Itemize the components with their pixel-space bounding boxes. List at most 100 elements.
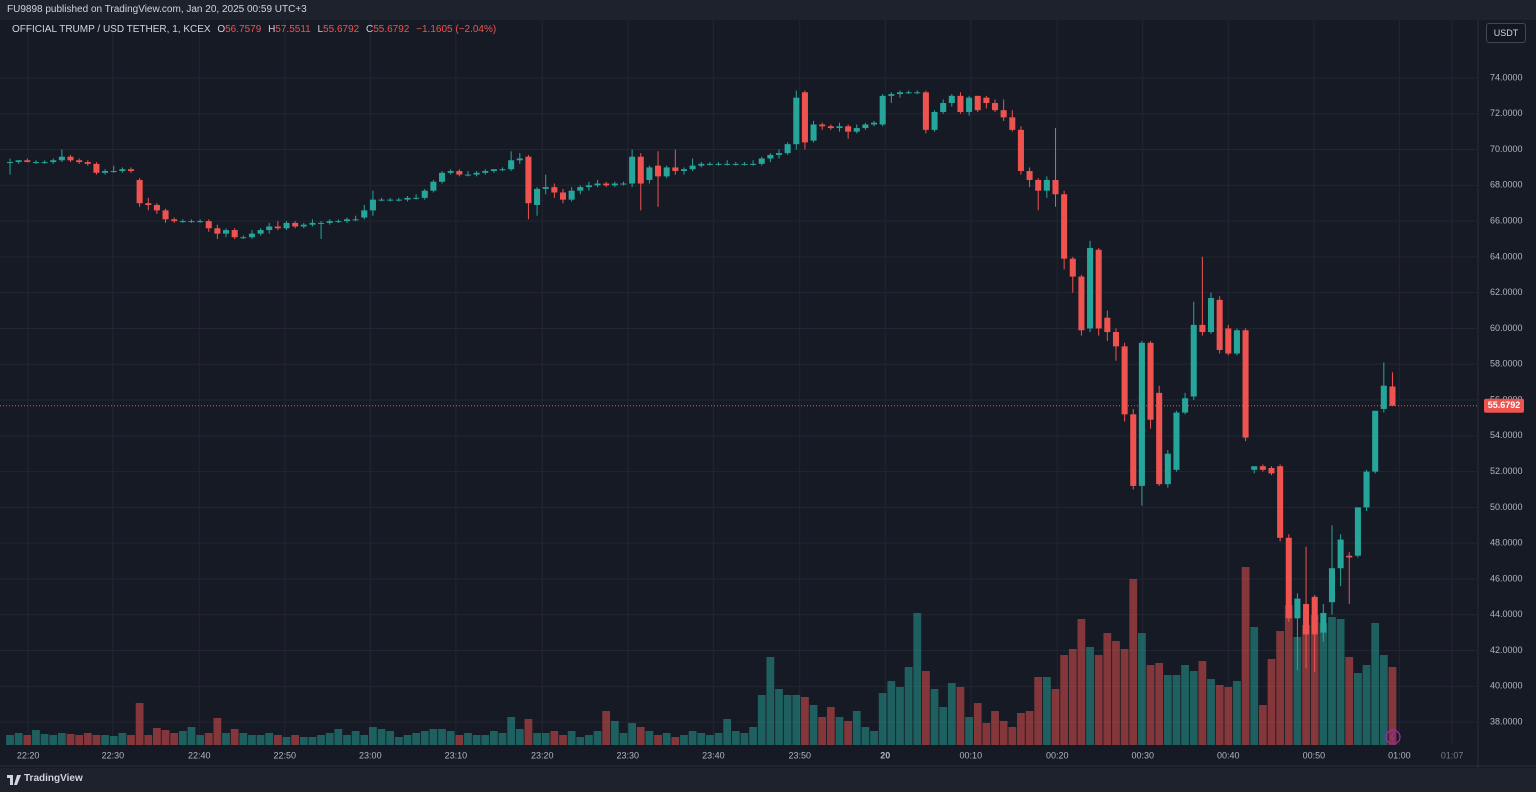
low-value: 55.6792: [323, 24, 360, 35]
candle-body: [223, 230, 230, 234]
replay-icon-bolt: [1390, 731, 1395, 743]
volume-bar: [118, 733, 127, 745]
volume-bar: [1094, 655, 1103, 745]
volume-bar: [904, 667, 913, 745]
candle-body: [1043, 179, 1050, 191]
candle-body: [58, 156, 65, 161]
volume-bar: [161, 730, 170, 745]
x-tick-label: 23:50: [788, 750, 811, 760]
volume-bar: [1008, 727, 1017, 745]
volume-bar: [662, 733, 671, 745]
volume-bar: [628, 723, 637, 745]
volume-bar: [75, 735, 84, 745]
candle-body: [1354, 507, 1361, 556]
volume-bar: [1120, 649, 1129, 745]
currency-button[interactable]: USDT: [1486, 23, 1526, 43]
candle-body: [197, 221, 204, 223]
candle-body: [1069, 258, 1076, 277]
volume-bar: [896, 687, 904, 745]
volume-bar: [325, 733, 334, 745]
candle-body: [879, 95, 886, 125]
volume-bar: [343, 735, 351, 745]
volume-bar: [66, 734, 75, 745]
y-tick-label: 54.0000: [1490, 430, 1523, 440]
volume-bar: [1181, 665, 1189, 745]
candle-body: [983, 97, 990, 104]
volume-bar: [438, 729, 446, 745]
publish-bar: FU9898 published on TradingView.com, Jan…: [0, 0, 1536, 20]
candle-body: [231, 230, 238, 238]
candle-body: [1363, 471, 1370, 508]
volume-bar: [844, 721, 853, 745]
volume-bar: [282, 737, 291, 745]
candle-body: [482, 171, 489, 173]
footer: TradingView: [0, 768, 1536, 792]
volume-bar: [1362, 665, 1371, 745]
candle-body: [352, 219, 359, 221]
candle-body: [888, 94, 895, 96]
volume-bar: [705, 735, 714, 745]
volume-bar: [749, 727, 757, 745]
x-tick-label: 23:00: [359, 750, 382, 760]
candle-body: [499, 169, 506, 171]
y-tick-label: 60.0000: [1490, 323, 1523, 333]
candle-body: [1303, 604, 1310, 635]
y-tick-label: 70.0000: [1490, 144, 1523, 154]
volume-bar: [230, 729, 239, 745]
candle-body: [490, 169, 497, 172]
x-tick-label: 00:40: [1217, 750, 1240, 760]
candle-body: [1216, 299, 1223, 350]
volume-bar: [1215, 685, 1224, 745]
y-tick-label: 38.0000: [1490, 716, 1523, 726]
volume-bar: [757, 695, 766, 745]
candle-body: [1259, 466, 1266, 470]
candle-body: [672, 167, 679, 172]
candle-body: [508, 160, 515, 170]
candle-body: [957, 95, 964, 112]
candle-body: [620, 183, 627, 185]
candle-body: [698, 163, 705, 166]
volume-bar: [127, 735, 135, 745]
volume-bar: [1233, 681, 1241, 745]
x-tick-label: 01:07: [1441, 750, 1464, 760]
low-key: L: [317, 24, 324, 35]
change: −1.1605 (−2.04%): [416, 24, 497, 35]
y-tick-label: 52.0000: [1490, 466, 1523, 476]
candle-body: [1311, 596, 1318, 635]
volume-bar: [1086, 647, 1094, 745]
volume-bar: [1129, 579, 1138, 745]
logo-text: TradingView: [24, 773, 83, 784]
candle-body: [67, 156, 74, 161]
candle-body: [1320, 612, 1327, 633]
x-tick-label: 22:20: [17, 750, 40, 760]
last-price-tag: [1484, 398, 1524, 413]
candle-body: [741, 163, 748, 165]
candle-body: [1121, 346, 1128, 415]
candle-body: [1233, 330, 1240, 354]
candle-body: [300, 224, 307, 227]
candle-body: [767, 154, 774, 159]
volume-bar: [515, 729, 524, 745]
candle-body: [1078, 276, 1085, 331]
volume-bar: [222, 733, 230, 745]
candle-body: [931, 111, 938, 130]
volume-bar: [1328, 617, 1336, 745]
volume-bar: [308, 737, 317, 745]
candle-body: [1346, 555, 1353, 558]
candle-body: [534, 188, 541, 206]
volume-bar: [585, 735, 593, 745]
volume-bar: [1060, 655, 1069, 745]
replay-icon[interactable]: [1385, 729, 1401, 745]
candle-body: [361, 210, 368, 218]
x-tick-label: 22:50: [274, 750, 297, 760]
volume-bar: [1241, 567, 1250, 745]
y-tick-label: 48.0000: [1490, 538, 1523, 548]
volume-bar: [170, 733, 179, 745]
volume-bar: [204, 733, 213, 745]
volume-bar: [489, 731, 498, 745]
volume-bar: [533, 733, 541, 745]
volume-bar: [187, 727, 196, 745]
volume-bar: [1042, 677, 1051, 745]
candle-body: [274, 226, 281, 229]
